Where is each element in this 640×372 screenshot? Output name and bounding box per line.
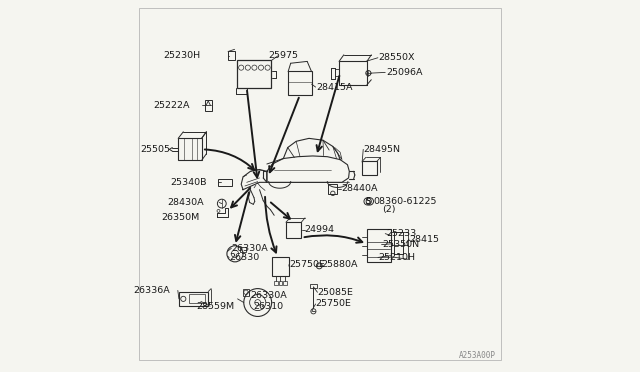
Bar xyxy=(310,284,317,288)
Text: 25085E: 25085E xyxy=(317,288,353,297)
Text: 28430A: 28430A xyxy=(167,198,204,207)
Text: A253A00P: A253A00P xyxy=(459,351,496,360)
Text: (2): (2) xyxy=(382,205,396,214)
Text: 25340B: 25340B xyxy=(171,178,207,187)
Text: 24994: 24994 xyxy=(305,225,335,234)
Bar xyxy=(339,61,367,85)
Text: 28550X: 28550X xyxy=(379,53,415,62)
Text: 25233: 25233 xyxy=(386,229,416,238)
Text: 25210H: 25210H xyxy=(379,253,415,262)
Bar xyxy=(286,222,301,238)
Text: 25222A: 25222A xyxy=(154,101,190,110)
Bar xyxy=(240,247,246,251)
Text: S: S xyxy=(365,197,370,206)
Text: 26330A: 26330A xyxy=(250,291,287,301)
Text: 25350N: 25350N xyxy=(382,240,419,249)
Bar xyxy=(189,294,205,304)
Text: 26310: 26310 xyxy=(253,302,284,311)
Text: 28559M: 28559M xyxy=(196,302,234,311)
Bar xyxy=(274,280,278,285)
Text: 26350M: 26350M xyxy=(161,213,200,222)
Bar xyxy=(283,280,287,285)
Text: 26336A: 26336A xyxy=(133,286,170,295)
Bar xyxy=(394,232,403,254)
Bar xyxy=(178,138,202,160)
Bar xyxy=(243,289,249,296)
Bar xyxy=(271,257,289,276)
Bar xyxy=(328,185,337,193)
Text: 26330: 26330 xyxy=(229,253,259,262)
Text: 28415A: 28415A xyxy=(316,83,353,92)
Bar xyxy=(218,179,232,186)
Bar xyxy=(228,51,235,61)
Text: 28415: 28415 xyxy=(410,235,440,244)
Text: 25096A: 25096A xyxy=(386,68,422,77)
Bar xyxy=(288,71,312,95)
Bar xyxy=(205,100,212,110)
Text: 25505: 25505 xyxy=(141,145,170,154)
Bar xyxy=(237,61,271,88)
Bar xyxy=(367,229,390,262)
Text: S: S xyxy=(365,197,371,206)
Text: 25750E: 25750E xyxy=(316,299,351,308)
Bar xyxy=(278,280,282,285)
Text: 25750E: 25750E xyxy=(289,260,324,269)
Text: 25230H: 25230H xyxy=(164,51,201,60)
Text: 28495N: 28495N xyxy=(364,145,400,154)
Text: 25975: 25975 xyxy=(268,51,298,60)
Text: 26330A: 26330A xyxy=(231,244,268,253)
Text: 08360-61225: 08360-61225 xyxy=(373,197,436,206)
Bar xyxy=(179,292,208,306)
Text: 25880A: 25880A xyxy=(321,260,358,269)
Bar xyxy=(362,161,377,175)
Text: 28440A: 28440A xyxy=(341,185,378,193)
